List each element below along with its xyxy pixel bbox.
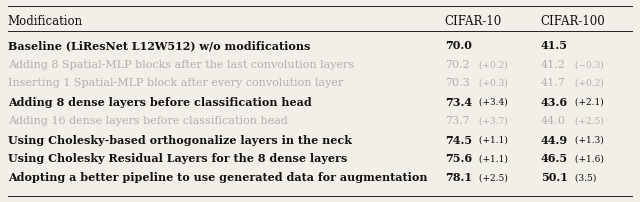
Text: 70.3: 70.3 xyxy=(445,78,470,88)
Text: (+0.2): (+0.2) xyxy=(476,60,508,69)
Text: 44.9: 44.9 xyxy=(541,134,568,145)
Text: 78.1: 78.1 xyxy=(445,171,472,182)
Text: 75.6: 75.6 xyxy=(445,153,472,164)
Text: Baseline (LiResNet L12W512) w/o modifications: Baseline (LiResNet L12W512) w/o modifica… xyxy=(8,40,310,51)
Text: Adding 16 dense layers before classification head: Adding 16 dense layers before classifica… xyxy=(8,116,287,126)
Text: (+1.1): (+1.1) xyxy=(476,154,508,163)
Text: 70.2: 70.2 xyxy=(445,59,470,69)
Text: 43.6: 43.6 xyxy=(541,96,568,107)
Text: 41.5: 41.5 xyxy=(541,40,568,51)
Text: CIFAR-10: CIFAR-10 xyxy=(445,15,502,28)
Text: 70.3: 70.3 xyxy=(445,78,470,88)
Text: (+1.3): (+1.3) xyxy=(572,135,604,144)
Text: (+3.7): (+3.7) xyxy=(476,116,508,125)
Text: (+3.4): (+3.4) xyxy=(476,97,508,106)
Text: (+2.5): (+2.5) xyxy=(476,173,508,181)
Text: (+2.5): (+2.5) xyxy=(572,116,604,125)
Text: (3.5): (3.5) xyxy=(572,173,596,181)
Text: 50.1: 50.1 xyxy=(541,171,568,182)
Text: 44.0: 44.0 xyxy=(541,116,566,126)
Text: (+1.1): (+1.1) xyxy=(476,135,508,144)
Text: 41.7: 41.7 xyxy=(541,78,566,88)
Text: Using Cholesky-based orthogonalize layers in the neck: Using Cholesky-based orthogonalize layer… xyxy=(8,134,352,145)
Text: 73.7: 73.7 xyxy=(445,116,469,126)
Text: 70.0: 70.0 xyxy=(445,40,472,51)
Text: Using Cholesky Residual Layers for the 8 dense layers: Using Cholesky Residual Layers for the 8… xyxy=(8,153,347,164)
Text: 73.7: 73.7 xyxy=(445,116,469,126)
Text: 73.4: 73.4 xyxy=(445,96,472,107)
Text: 73.4: 73.4 xyxy=(445,96,472,107)
Text: 74.5: 74.5 xyxy=(445,134,472,145)
Text: 75.6: 75.6 xyxy=(445,153,472,164)
Text: (−0.3): (−0.3) xyxy=(572,60,604,69)
Text: Adopting a better pipeline to use generated data for augmentation: Adopting a better pipeline to use genera… xyxy=(8,171,427,182)
Text: 78.1: 78.1 xyxy=(445,171,472,182)
Text: Inserting 1 Spatial-MLP block after every convolution layer: Inserting 1 Spatial-MLP block after ever… xyxy=(8,78,343,88)
Text: CIFAR-100: CIFAR-100 xyxy=(541,15,605,28)
Text: Adding 8 dense layers before classification head: Adding 8 dense layers before classificat… xyxy=(8,96,312,107)
Text: (+2.1): (+2.1) xyxy=(572,97,604,106)
Text: Adding 8 Spatial-MLP blocks after the last convolution layers: Adding 8 Spatial-MLP blocks after the la… xyxy=(8,59,354,69)
Text: (+0.2): (+0.2) xyxy=(572,79,604,87)
Text: (+1.6): (+1.6) xyxy=(572,154,604,163)
Text: 46.5: 46.5 xyxy=(541,153,568,164)
Text: 70.2: 70.2 xyxy=(445,59,470,69)
Text: (+0.3): (+0.3) xyxy=(476,79,508,87)
Text: 74.5: 74.5 xyxy=(445,134,472,145)
Text: 41.2: 41.2 xyxy=(541,59,566,69)
Text: Modification: Modification xyxy=(8,15,83,28)
